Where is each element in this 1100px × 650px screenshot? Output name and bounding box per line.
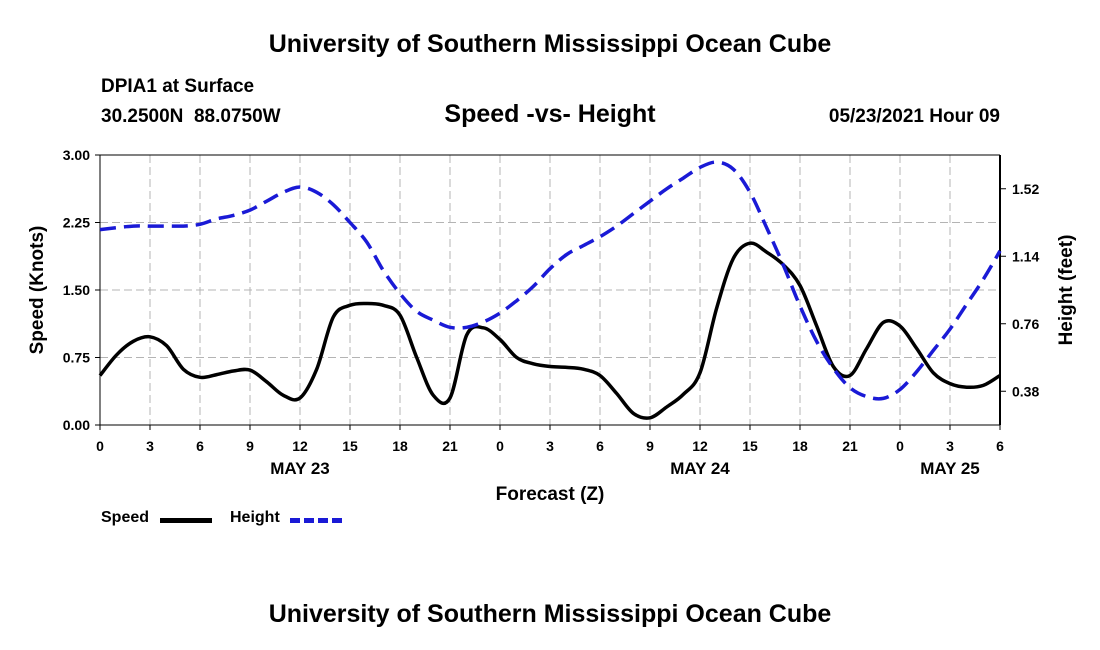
x-tick-label: 12: [292, 438, 308, 454]
x-tick-label: 15: [342, 438, 358, 454]
x-tick-label: 0: [896, 438, 904, 454]
legend-height-label: Height: [230, 509, 280, 526]
footer-title: University of Southern Mississippi Ocean…: [268, 600, 832, 628]
y-axis-title: Speed (Knots): [27, 226, 48, 355]
speed-series-line: [98, 241, 1001, 420]
x-tick-label: 9: [246, 438, 254, 454]
x-tick-label: 6: [196, 438, 204, 454]
legend-speed-swatch: [160, 518, 212, 523]
x-tick-label: 6: [596, 438, 604, 454]
y-tick-label: 3.00: [63, 147, 90, 163]
x-tick-label: 21: [442, 438, 458, 454]
forecast-datetime: 05/23/2021 Hour 09: [828, 106, 1000, 127]
y2-tick-label: 1.14: [1012, 248, 1039, 264]
y-tick-label: 0.00: [63, 417, 90, 433]
chart-title: Speed -vs- Height: [444, 100, 656, 128]
x-axis-title: Forecast (Z): [496, 484, 605, 505]
y-tick-label: 2.25: [63, 215, 90, 231]
x-tick-label: 9: [646, 438, 654, 454]
x-tick-label: 12: [692, 438, 708, 454]
legend-speed-label: Speed: [101, 509, 150, 526]
y2-tick-label: 0.76: [1012, 316, 1039, 332]
x-tick-label: 3: [146, 438, 154, 454]
y2-tick-label: 0.38: [1012, 383, 1039, 399]
station-coords: 30.2500N 88.0750W: [101, 106, 281, 127]
x-tick-label: 21: [842, 438, 858, 454]
y2-axis-title: Height (feet): [1056, 235, 1077, 346]
x-tick-label: 3: [946, 438, 954, 454]
x-tick-label: 0: [496, 438, 504, 454]
y-tick-label: 0.75: [63, 350, 90, 366]
x-tick-label: 18: [792, 438, 808, 454]
y2-tick-label: 1.52: [1012, 181, 1039, 197]
x-date-label: MAY 25: [920, 459, 980, 478]
x-tick-label: 0: [96, 438, 104, 454]
x-tick-label: 15: [742, 438, 758, 454]
legend-height-swatch: [290, 518, 342, 523]
page-title: University of Southern Mississippi Ocean…: [268, 30, 832, 58]
x-tick-label: 6: [996, 438, 1004, 454]
x-date-label: MAY 24: [670, 459, 730, 478]
height-series-line: [99, 160, 1002, 401]
y-tick-label: 1.50: [63, 282, 90, 298]
x-date-label: MAY 23: [270, 459, 330, 478]
station-label: DPIA1 at Surface: [101, 76, 255, 97]
x-tick-label: 18: [392, 438, 408, 454]
x-tick-label: 3: [546, 438, 554, 454]
